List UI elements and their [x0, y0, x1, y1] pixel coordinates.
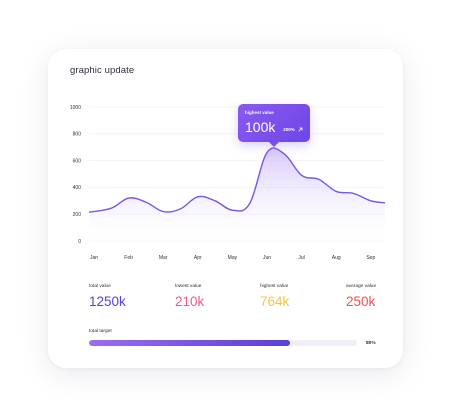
y-tick-label: 0	[78, 239, 81, 245]
x-tick-label: Sep	[366, 255, 375, 261]
area-fill	[89, 147, 385, 241]
x-tick-label: Jul	[298, 255, 304, 261]
y-tick-label: 600	[73, 158, 82, 164]
arrow-up-right-icon	[298, 127, 303, 132]
y-tick-label: 800	[73, 132, 82, 138]
y-tick-label: 200	[73, 212, 82, 218]
stat-average-value: average value 250k	[346, 284, 376, 309]
tooltip-value: 100k	[245, 119, 276, 135]
stat-total-value: total value 1250k	[89, 284, 126, 309]
x-tick-label: Jun	[263, 255, 271, 261]
stat-value: 764k	[260, 294, 290, 309]
stat-value: 210k	[175, 294, 205, 309]
series-line	[88, 147, 386, 213]
x-tick-label: Mar	[159, 255, 168, 261]
stat-label: lowest value	[175, 284, 202, 289]
stat-label: highest value	[260, 284, 289, 289]
total-target-label: total target	[89, 329, 112, 334]
y-tick-label: 400	[73, 185, 82, 191]
graphic-update-card: graphic update 1000 800 600 400 200 0 Jan Feb M…	[48, 49, 403, 368]
x-tick-label: May	[228, 255, 238, 261]
stat-lowest-value: lowest value 210k	[175, 284, 204, 309]
stat-label: average value	[346, 284, 377, 289]
stat-highest-value: highest value 764k	[260, 284, 289, 309]
highest-value-tooltip: highest value 100k 200%	[238, 104, 310, 147]
x-tick-label: Apr	[194, 255, 202, 261]
total-target-progress-bar	[89, 340, 357, 346]
tooltip-percent: 200%	[283, 127, 303, 132]
total-target-percent: 80%	[366, 341, 376, 346]
card-title: graphic update	[70, 65, 135, 76]
area-chart: 1000 800 600 400 200 0 Jan Feb Mar Apr May Jun Jul A…	[70, 105, 386, 261]
stat-label: total value	[89, 284, 111, 289]
x-tick-label: Aug	[332, 255, 341, 261]
stat-value: 250k	[346, 294, 376, 309]
tooltip-percent-text: 200%	[283, 127, 295, 132]
progress-fill	[89, 340, 290, 346]
tooltip-label: highest value	[245, 110, 274, 115]
x-tick-label: Jan	[90, 255, 98, 261]
stat-value: 1250k	[89, 294, 126, 309]
x-tick-label: Feb	[124, 255, 133, 261]
y-tick-label: 1000	[70, 105, 81, 111]
